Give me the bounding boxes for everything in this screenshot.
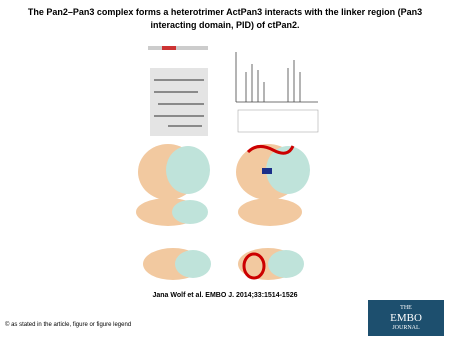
logo-line: THE [400, 305, 412, 311]
citation: Jana Wolf et al. EMBO J. 2014;33:1514-15… [152, 292, 298, 299]
domain-highlight [162, 46, 176, 50]
gel-bands [154, 79, 204, 127]
slide-title: The Pan2–Pan3 complex forms a heterotrim… [27, 7, 423, 30]
logo-line: JOURNAL [392, 325, 420, 331]
domain-bar [148, 46, 208, 50]
logo-line: EMBO [390, 312, 422, 324]
journal-logo: THE EMBO JOURNAL [368, 300, 444, 336]
structures [136, 144, 310, 280]
footer: © as stated in the article, figure or fi… [5, 322, 132, 328]
figure [136, 46, 319, 280]
table [237, 109, 319, 133]
spectrum [235, 52, 318, 103]
gel [150, 68, 208, 136]
